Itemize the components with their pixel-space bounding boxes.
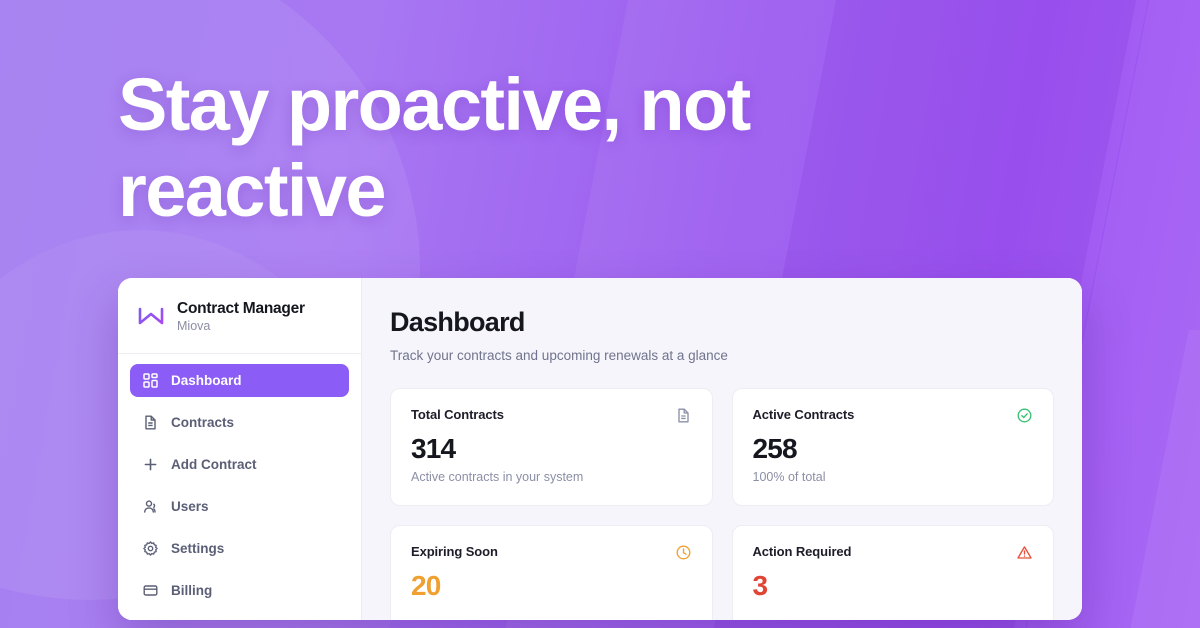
stat-card-expiring-soon[interactable]: Expiring Soon 20 <box>390 525 713 620</box>
stat-card-value: 314 <box>411 432 456 464</box>
sidebar-item-users[interactable]: Users <box>130 490 349 523</box>
stat-card-label: Active Contracts <box>752 406 855 422</box>
sidebar-item-label: Add Contract <box>171 457 257 472</box>
clock-icon <box>675 544 692 561</box>
users-icon <box>142 498 159 515</box>
main-content: Dashboard Track your contracts and upcom… <box>362 278 1082 620</box>
plus-icon <box>142 456 159 473</box>
sidebar-item-settings[interactable]: Settings <box>130 532 349 565</box>
document-icon <box>142 414 159 431</box>
stat-card-sub: Active contracts in your system <box>411 470 584 485</box>
sidebar-item-label: Dashboard <box>171 373 242 388</box>
app-window: Contract Manager Miova Dashboard <box>118 278 1082 620</box>
sidebar-item-label: Settings <box>171 541 225 556</box>
sidebar-item-label: Users <box>171 499 209 514</box>
document-icon <box>675 407 692 424</box>
stat-card-active-contracts[interactable]: Active Contracts 258 100% of total <box>731 387 1054 507</box>
grid-dashboard-icon <box>142 372 159 389</box>
brand-subtitle: Miova <box>177 318 211 333</box>
miova-m-logo-icon <box>136 302 166 332</box>
stat-card-grid: Total Contracts 314 Active contracts in … <box>390 387 1054 620</box>
sidebar-item-label: Billing <box>171 583 213 598</box>
stat-card-value: 3 <box>752 570 769 602</box>
sidebar-item-label: Contracts <box>171 415 235 430</box>
hero-headline: Stay proactive, not reactive <box>118 63 751 232</box>
check-circle-icon <box>1016 407 1033 424</box>
brand-title: Contract Manager <box>177 299 305 317</box>
sidebar-nav: Dashboard Contracts Ad <box>118 354 361 607</box>
brand-header: Contract Manager Miova <box>118 278 361 354</box>
page-subtitle: Track your contracts and upcoming renewa… <box>390 347 728 363</box>
credit-card-icon <box>142 582 159 599</box>
stat-card-value: 20 <box>411 570 441 602</box>
stat-card-total-contracts[interactable]: Total Contracts 314 Active contracts in … <box>390 387 713 507</box>
stat-card-action-required[interactable]: Action Required 3 <box>731 525 1054 620</box>
stat-card-value: 258 <box>752 432 798 464</box>
stat-card-label: Action Required <box>752 544 852 560</box>
stat-card-label: Expiring Soon <box>411 544 498 560</box>
stat-card-label: Total Contracts <box>411 406 504 422</box>
sidebar-item-contracts[interactable]: Contracts <box>130 406 349 439</box>
sidebar-item-add-contract[interactable]: Add Contract <box>130 448 349 481</box>
sidebar: Contract Manager Miova Dashboard <box>118 278 362 620</box>
sidebar-item-dashboard[interactable]: Dashboard <box>130 364 349 397</box>
warning-triangle-icon <box>1016 544 1033 561</box>
gear-icon <box>142 540 159 557</box>
sidebar-item-billing[interactable]: Billing <box>130 574 349 607</box>
page-title: Dashboard <box>390 307 525 337</box>
stat-card-sub: 100% of total <box>752 470 826 485</box>
